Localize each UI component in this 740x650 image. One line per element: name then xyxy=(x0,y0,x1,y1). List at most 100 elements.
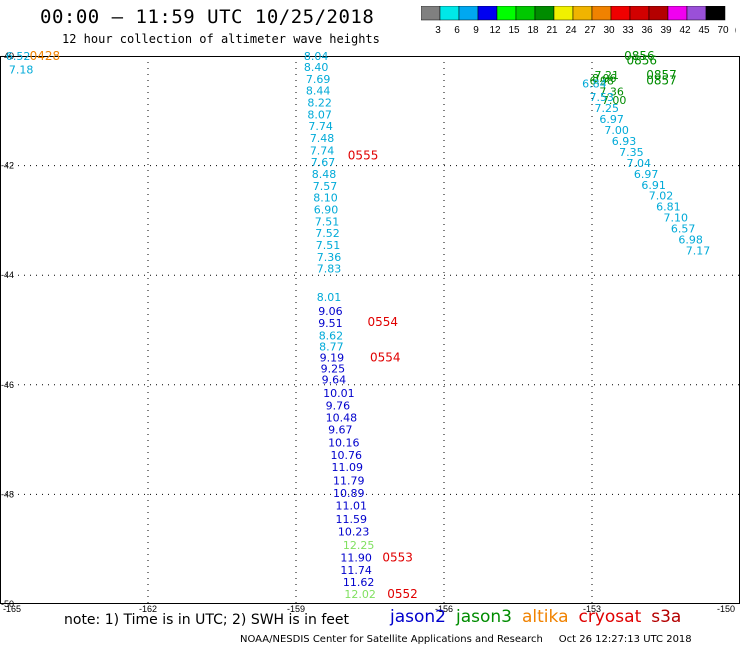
lon-tick-label: -159 xyxy=(287,604,305,614)
wave-height-label: 10.16 xyxy=(328,436,360,449)
wave-height-label: 8.77 xyxy=(319,340,344,353)
pass-time-label: 0555 xyxy=(348,149,379,163)
wave-height-label: 7.67 xyxy=(311,156,336,169)
wave-height-label: 6.52 xyxy=(6,50,31,63)
colorbar-label: 3 xyxy=(435,25,441,36)
wave-height-label: 11.90 xyxy=(340,551,372,564)
wave-height-label: 6.93 xyxy=(612,135,637,148)
wave-height-label: 6.90 xyxy=(314,203,339,216)
wave-height-label: 10.23 xyxy=(338,526,370,539)
wave-height-label: 8.06 xyxy=(592,72,617,85)
credit-line: NOAA/NESDIS Center for Satellite Applica… xyxy=(240,634,692,645)
lat-tick-label: -42 xyxy=(1,161,14,171)
satellite-legend-item: altika xyxy=(522,607,569,627)
pass-time-label: 0428 xyxy=(30,49,61,63)
map-subtitle: 12 hour collection of altimeter wave hei… xyxy=(62,32,380,46)
wave-height-label: 6.91 xyxy=(641,179,666,192)
wave-height-label: 6.97 xyxy=(599,113,624,126)
wave-height-label: 11.09 xyxy=(332,461,364,474)
colorbar-label: 15 xyxy=(508,25,520,36)
pass-time-label: 0554 xyxy=(370,350,401,364)
wave-height-label: 7.74 xyxy=(308,120,333,133)
wave-height-label: 9.25 xyxy=(321,362,346,375)
lat-tick-label: -44 xyxy=(1,270,14,280)
pass-time-label: 0553 xyxy=(382,550,413,564)
wave-height-label: 7.48 xyxy=(310,132,335,145)
wave-height-label: 7.36 xyxy=(599,86,624,99)
colorbar-label: (ft) xyxy=(735,25,736,36)
wave-height-label: 7.10 xyxy=(664,212,689,225)
wave-height-label: 11.59 xyxy=(335,513,367,526)
colorbar-label: 30 xyxy=(603,25,615,36)
wave-height-label: 9.76 xyxy=(326,400,351,413)
pass-time-label: 0554 xyxy=(368,315,399,329)
lon-tick-label: -153 xyxy=(583,604,601,614)
lat-tick-label: -46 xyxy=(1,380,14,390)
wave-height-label: 12.02 xyxy=(344,588,376,601)
wave-height-label: 9.06 xyxy=(318,305,343,318)
pass-time-label: 0857 xyxy=(646,74,677,88)
satellite-legend-item: cryosat xyxy=(578,607,642,627)
wave-height-label: 10.89 xyxy=(333,487,365,500)
colorbar-label: 24 xyxy=(565,25,577,36)
pass-time-label: 0856 xyxy=(624,49,655,63)
lat-tick-label: -50 xyxy=(1,599,14,609)
wave-height-label: 7.35 xyxy=(619,146,644,159)
satellite-legend-item: jason2 xyxy=(390,607,446,627)
wave-height-label: 11.74 xyxy=(340,564,372,577)
wave-height-label: 11.01 xyxy=(335,499,367,512)
wave-height-label: 7.51 xyxy=(315,215,340,228)
colorbar-label: 45 xyxy=(698,25,710,36)
wave-height-label: 7.53 xyxy=(590,91,615,104)
wave-height-label: 8.04 xyxy=(304,50,329,63)
lat-tick-label: -48 xyxy=(1,489,14,499)
wave-height-label: 11.62 xyxy=(343,576,375,589)
wave-height-label: 10.48 xyxy=(326,412,358,425)
wave-height-label: 10.76 xyxy=(331,449,363,462)
wave-height-label: 7.74 xyxy=(310,144,335,157)
wave-height-label: 8.07 xyxy=(307,109,332,122)
wave-height-label: 6.98 xyxy=(590,75,615,88)
wave-height-label: 9.19 xyxy=(320,351,345,364)
wave-height-label: 10.01 xyxy=(323,387,355,400)
lon-tick-label: -156 xyxy=(435,604,453,614)
colorbar-label: 36 xyxy=(641,25,653,36)
pass-time-label: 0856 xyxy=(627,53,658,67)
colorbar-label: 9 xyxy=(473,25,479,36)
wave-height-label: 8.44 xyxy=(306,85,331,98)
colorbar-label: 39 xyxy=(660,25,672,36)
colorbar-label: 18 xyxy=(527,25,539,36)
wave-height-label: 11.79 xyxy=(333,475,365,488)
wave-height-label: 12.25 xyxy=(343,539,375,552)
wave-height-label: 8.48 xyxy=(312,168,337,181)
colorbar-label: 27 xyxy=(584,25,596,36)
colorbar-label: 12 xyxy=(489,25,501,36)
wave-height-label: 7.04 xyxy=(627,157,652,170)
wave-height-label: 7.25 xyxy=(594,102,619,115)
wave-height-label: 9.67 xyxy=(328,424,353,437)
lon-tick-label: -150 xyxy=(717,604,735,614)
wave-height-label: 8.62 xyxy=(319,329,344,342)
wave-height-label: 7.18 xyxy=(9,64,34,77)
satellite-legend-item: s3a xyxy=(651,607,682,627)
wave-height-label: 8.22 xyxy=(307,97,332,110)
wave-height-label: 7.69 xyxy=(306,73,331,86)
wave-height-label: 6.84 xyxy=(582,77,607,90)
note-text: note: 1) Time is in UTC; 2) SWH is in fe… xyxy=(64,612,350,628)
wave-height-label: 9.64 xyxy=(322,373,347,386)
wave-height-label: 7.57 xyxy=(313,180,338,193)
colorbar-label: 21 xyxy=(546,25,558,36)
wave-height-label: 6.98 xyxy=(678,234,703,247)
wave-height-label: 7.51 xyxy=(316,239,341,252)
wave-height-label: 7.02 xyxy=(649,190,674,203)
map-title: 00:00 – 11:59 UTC 10/25/2018 xyxy=(40,6,375,28)
colorbar-label: 6 xyxy=(454,25,460,36)
lat-tick-label: -40 xyxy=(1,51,14,61)
wave-height-label: 6.57 xyxy=(671,223,696,236)
wave-height-label: 8.40 xyxy=(304,61,329,74)
wave-height-label: 7.21 xyxy=(594,69,619,82)
wave-height-label: 7.52 xyxy=(315,227,340,240)
